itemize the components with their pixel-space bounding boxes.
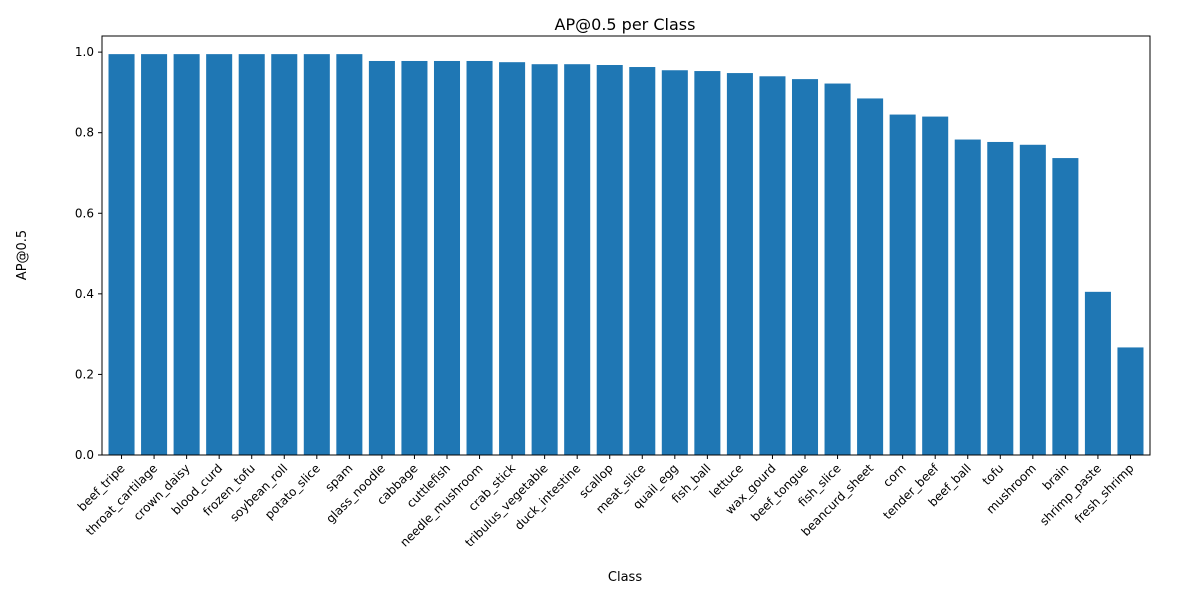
bar-throat_cartilage — [141, 54, 168, 455]
x-tick-label-corn: corn — [880, 461, 908, 489]
y-tick-label: 1.0 — [75, 45, 94, 59]
bar-brain — [1052, 158, 1079, 455]
bar-blood_curd — [206, 54, 233, 455]
bar-scallop — [596, 65, 623, 455]
bar-meat_slice — [629, 67, 656, 455]
bar-beancurd_sheet — [857, 98, 884, 455]
bar-shrimp_paste — [1084, 291, 1111, 455]
bar-beef_tripe — [108, 54, 135, 455]
bar-frozen_tofu — [238, 54, 265, 455]
x-tick-label-tofu: tofu — [980, 461, 1007, 488]
bar-cabbage — [401, 60, 428, 455]
bar-duck_intestine — [564, 64, 591, 456]
bar-cuttlefish — [433, 60, 461, 455]
bar-beef_ball — [954, 139, 981, 455]
y-tick-label: 0.0 — [75, 448, 94, 462]
bars-layer — [108, 54, 1144, 456]
bar-tribulus_vegetable — [531, 64, 558, 456]
y-tick-label: 0.8 — [75, 126, 94, 140]
bar-tender_beef — [922, 116, 949, 456]
bar-quail_egg — [661, 70, 688, 456]
bar-fresh_shrimp — [1117, 347, 1144, 455]
bar-crown_daisy — [173, 54, 200, 455]
bar-fish_slice — [824, 83, 851, 456]
y-axis: 0.0 0.2 0.4 0.6 0.8 1.0 — [75, 45, 102, 462]
x-axis: beef_tripethroat_cartilagecrown_daisyblo… — [75, 455, 1137, 550]
bar-beef_tongue — [791, 79, 819, 456]
bar-spam — [336, 54, 363, 455]
bar-potato_slice — [303, 54, 330, 455]
bar-fish_ball — [694, 71, 721, 455]
y-tick-label: 0.4 — [75, 287, 94, 301]
y-axis-label: AP@0.5 — [15, 230, 30, 280]
bar-crab_stick — [499, 62, 526, 455]
bar-glass_noodle — [368, 60, 395, 455]
bar-needle_mushroom — [466, 60, 493, 455]
x-axis-label: Class — [608, 570, 642, 585]
y-tick-label: 0.2 — [75, 367, 94, 381]
bar-tofu — [987, 141, 1014, 455]
bar-corn — [889, 114, 916, 455]
chart-title: AP@0.5 per Class — [555, 15, 696, 34]
bar-wax_gourd — [759, 76, 786, 456]
bar-lettuce — [726, 73, 753, 456]
bar-mushroom — [1019, 144, 1046, 455]
plot-area-frame — [101, 35, 1151, 456]
y-tick-label: 0.6 — [75, 206, 94, 220]
bar-soybean_roll — [271, 54, 298, 455]
